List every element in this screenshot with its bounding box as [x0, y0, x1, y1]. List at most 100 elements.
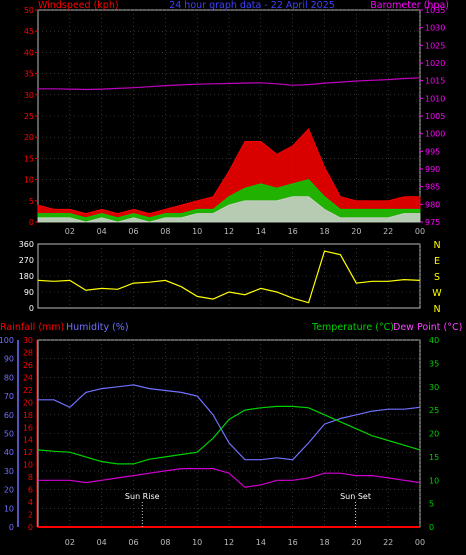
direction-tick-label: 0	[29, 304, 34, 313]
wind-left-tick-label: 20	[24, 133, 34, 142]
temp-x-tick-label: 02	[65, 538, 75, 547]
rain-tick-label: 26	[23, 361, 33, 370]
wind-x-tick-label: 10	[192, 227, 202, 236]
baro-right-tick-label: 1005	[425, 112, 445, 121]
rain-tick-label: 12	[23, 448, 33, 457]
wind-x-tick-label: 12	[224, 227, 234, 236]
rain-tick-label: 30	[23, 336, 33, 345]
baro-right-tick-label: 985	[425, 183, 440, 192]
temp-tick-label: 0	[429, 523, 434, 532]
baro-right-tick-label: 980	[425, 200, 440, 209]
direction-line	[37, 250, 421, 304]
wind-x-tick-label: 18	[319, 227, 329, 236]
temp-tick-label: 20	[429, 430, 439, 439]
rain-tick-label: 6	[28, 486, 33, 495]
humidity-tick-label: 80	[4, 373, 14, 382]
rain-tick-label: 16	[23, 423, 33, 432]
wind-left-tick-label: 0	[29, 218, 34, 227]
wind-x-tick-label: 08	[160, 227, 170, 236]
humidity-tick-label: 10	[4, 504, 14, 513]
humidity-tick-label: 100	[0, 336, 14, 345]
wind-left-tick-label: 5	[29, 197, 34, 206]
rain-tick-label: 20	[23, 398, 33, 407]
temp-tick-label: 5	[429, 500, 434, 509]
direction-tick-label: 180	[19, 272, 34, 281]
wind-x-tick-label: 04	[97, 227, 107, 236]
compass-label: N	[433, 304, 440, 315]
baro-right-tick-label: 1020	[425, 59, 445, 68]
humidity-tick-label: 20	[4, 486, 14, 495]
direction-tick-label: 270	[19, 256, 34, 265]
wind-left-tick-label: 25	[24, 112, 34, 121]
temp-tick-label: 30	[429, 383, 439, 392]
baro-right-tick-label: 975	[425, 218, 440, 227]
temp-x-tick-label: 06	[128, 538, 138, 547]
wind-left-tick-label: 35	[24, 70, 34, 79]
wind-x-tick-label: 16	[288, 227, 298, 236]
compass-label: N	[433, 240, 440, 251]
humidity-line	[38, 384, 421, 461]
temp-x-tick-label: 08	[160, 538, 170, 547]
rain-tick-label: 2	[28, 511, 33, 520]
temp-tick-label: 10	[429, 476, 439, 485]
baro-right-tick-label: 1035	[425, 6, 445, 15]
wind-left-tick-label: 30	[24, 91, 34, 100]
wind-left-tick-label: 40	[24, 48, 34, 57]
rain-tick-label: 14	[23, 436, 33, 445]
rain-tick-label: 4	[28, 498, 33, 507]
rain-tick-label: 22	[23, 386, 33, 395]
humidity-tick-label: 70	[4, 392, 14, 401]
rain-tick-label: 8	[28, 473, 33, 482]
wind-left-tick-label: 50	[24, 6, 34, 15]
wind-x-tick-label: 06	[128, 227, 138, 236]
wind-x-tick-label: 20	[351, 227, 361, 236]
temp-line	[37, 405, 421, 465]
compass-label: S	[434, 272, 440, 283]
sunrise-label: Sun Rise	[125, 492, 160, 501]
wind-left-tick-label: 15	[24, 154, 34, 163]
humidity-tick-label: 50	[4, 430, 14, 439]
baro-right-tick-label: 1030	[425, 24, 445, 33]
baro-right-tick-label: 1000	[425, 130, 445, 139]
humidity-tick-label: 60	[4, 411, 14, 420]
temp-x-tick-label: 18	[319, 538, 329, 547]
baro-right-tick-label: 990	[425, 165, 440, 174]
wind-left-tick-label: 45	[24, 27, 34, 36]
wind-x-tick-label: 00	[415, 227, 425, 236]
direction-tick-label: 360	[19, 240, 34, 249]
temp-tick-label: 25	[429, 406, 439, 415]
rain-tick-label: 28	[23, 348, 33, 357]
humidity-ylabel: Humidity (%)	[66, 322, 129, 333]
humidity-tick-label: 90	[4, 355, 14, 364]
rain-tick-label: 18	[23, 411, 33, 420]
temp-tick-label: 15	[429, 453, 439, 462]
chart-title: 24 hour graph data - 22 April 2025	[169, 0, 335, 11]
temp-x-tick-label: 20	[351, 538, 361, 547]
baro-right-tick-label: 1010	[425, 94, 445, 103]
sunset-label: Sun Set	[340, 492, 371, 501]
dewpoint-line	[38, 468, 421, 488]
wind-x-tick-label: 22	[383, 227, 393, 236]
wind-speed-area	[37, 196, 421, 223]
wind-x-tick-label: 14	[256, 227, 266, 236]
compass-label: W	[432, 288, 442, 299]
temp-x-tick-label: 14	[256, 538, 266, 547]
baro-right-tick-label: 1025	[425, 41, 445, 50]
temp-x-tick-label: 22	[383, 538, 393, 547]
baro-right-tick-label: 1015	[425, 77, 445, 86]
temp-x-tick-label: 04	[97, 538, 107, 547]
humidity-tick-label: 0	[9, 523, 14, 532]
rain-tick-label: 0	[28, 523, 33, 532]
direction-tick-label: 90	[24, 288, 34, 297]
rain-ylabel: Rainfall (mm)	[0, 322, 64, 333]
temp-x-tick-label: 00	[415, 538, 425, 547]
rain-tick-label: 10	[23, 461, 33, 470]
wind-ylabel: Windspeed (kph)	[38, 0, 119, 11]
rain-tick-label: 24	[23, 373, 33, 382]
temp-x-tick-label: 12	[224, 538, 234, 547]
temp-tick-label: 40	[429, 336, 439, 345]
humidity-tick-label: 30	[4, 467, 14, 476]
wind-left-tick-label: 10	[24, 176, 34, 185]
temp-x-tick-label: 10	[192, 538, 202, 547]
compass-label: E	[434, 256, 440, 267]
